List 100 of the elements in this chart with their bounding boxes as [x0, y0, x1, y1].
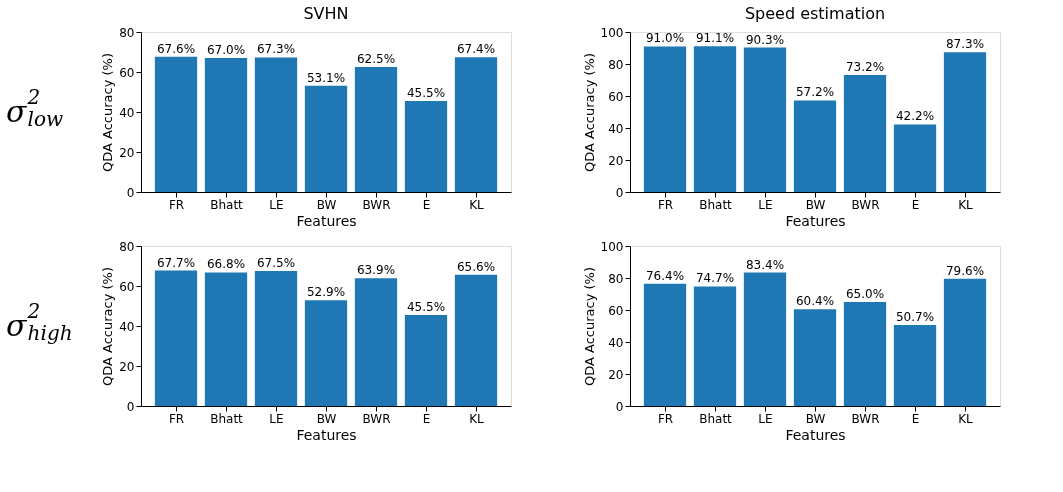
bar — [693, 286, 737, 406]
x-tick-label: FR — [168, 411, 185, 426]
x-tick-label: KL — [958, 411, 974, 426]
bar — [793, 100, 837, 192]
x-tick-label: LE — [269, 411, 284, 426]
data-label: 67.7% — [156, 255, 196, 270]
data-label: 45.5% — [406, 86, 446, 100]
x-tick-label: FR — [657, 411, 674, 426]
y-tick-label: 20 — [119, 145, 135, 160]
data-label: 67.4% — [456, 42, 496, 57]
x-tick-label: BWR — [362, 197, 391, 212]
data-label: 91.0% — [645, 31, 685, 46]
data-label: 66.8% — [206, 257, 246, 272]
bar — [454, 57, 498, 192]
x-axis-title: Features — [296, 212, 357, 229]
y-axis-title: QDA Accuracy (%) — [581, 52, 597, 173]
x-axis-title: Features — [296, 426, 357, 443]
x-tick-label: BWR — [851, 411, 880, 426]
data-label: 91.1% — [695, 31, 735, 46]
data-label: 67.6% — [156, 41, 196, 56]
bar — [154, 270, 198, 406]
bar — [643, 283, 687, 406]
data-label: 83.4% — [745, 257, 785, 272]
bar — [254, 57, 298, 192]
y-tick-label: 60 — [119, 65, 135, 80]
x-tick-label: LE — [758, 411, 773, 426]
x-tick-label: KL — [958, 197, 974, 212]
y-axis-title: QDA Accuracy (%) — [581, 266, 597, 387]
x-tick-label: BW — [316, 197, 337, 212]
data-label: 50.7% — [895, 309, 935, 324]
y-tick-label: 40 — [119, 105, 135, 120]
bar — [743, 272, 787, 406]
data-label: 45.5% — [406, 300, 446, 314]
data-label: 63.9% — [356, 263, 396, 278]
y-tick-label: 60 — [608, 303, 624, 318]
y-tick-label: 40 — [608, 335, 624, 350]
data-label: 67.3% — [256, 42, 296, 57]
y-tick-label: 80 — [119, 239, 135, 254]
x-tick-label: FR — [168, 197, 185, 212]
bar — [743, 47, 787, 192]
data-label: 42.2% — [895, 109, 935, 124]
x-tick-label: KL — [469, 411, 485, 426]
y-tick-label: 80 — [608, 271, 624, 286]
y-tick-label: 40 — [608, 121, 624, 136]
x-tick-label: KL — [469, 197, 485, 212]
bar — [693, 46, 737, 192]
bar — [254, 271, 298, 406]
y-tick-label: 20 — [119, 359, 135, 374]
bar — [893, 124, 937, 192]
x-tick-label: E — [422, 411, 431, 426]
bar — [793, 309, 837, 406]
y-tick-label: 20 — [608, 367, 624, 382]
y-tick-label: 0 — [126, 399, 135, 414]
x-tick-label: BWR — [362, 411, 391, 426]
bar — [404, 101, 448, 192]
data-label: 65.6% — [456, 259, 496, 274]
x-axis-title: Features — [785, 212, 846, 229]
x-tick-label: Bhatt — [210, 411, 244, 426]
x-tick-label: E — [911, 411, 920, 426]
bar — [643, 46, 687, 192]
data-label: 73.2% — [845, 59, 885, 74]
data-label: 65.0% — [845, 287, 885, 301]
bar — [304, 85, 348, 192]
x-tick-label: FR — [657, 197, 674, 212]
y-tick-label: 60 — [119, 279, 135, 294]
bar — [204, 58, 248, 192]
bar — [843, 302, 887, 406]
y-tick-label: 80 — [608, 57, 624, 72]
y-tick-label: 100 — [600, 239, 624, 254]
x-tick-label: Bhatt — [699, 197, 733, 212]
x-tick-label: Bhatt — [699, 411, 733, 426]
data-label: 62.5% — [356, 52, 396, 66]
bar — [354, 67, 398, 192]
bar — [843, 74, 887, 192]
data-label: 60.4% — [795, 294, 835, 309]
x-tick-label: BW — [805, 197, 826, 212]
bar — [943, 278, 987, 406]
data-label: 76.4% — [645, 268, 685, 283]
y-tick-label: 0 — [615, 185, 624, 200]
bar — [304, 300, 348, 406]
x-tick-label: E — [911, 197, 920, 212]
y-axis-title: QDA Accuracy (%) — [100, 266, 116, 387]
bar — [404, 315, 448, 406]
y-tick-label: 0 — [615, 399, 624, 414]
chart-title: Speed estimation — [744, 4, 886, 23]
data-label: 74.7% — [695, 271, 735, 286]
x-tick-label: LE — [758, 197, 773, 212]
y-tick-label: 100 — [600, 25, 624, 40]
x-tick-label: Bhatt — [210, 197, 244, 212]
data-label: 87.3% — [945, 37, 985, 52]
data-label: 53.1% — [306, 70, 346, 85]
data-label: 52.9% — [306, 285, 346, 300]
bar — [154, 56, 198, 192]
data-label: 67.0% — [206, 43, 246, 57]
bar — [204, 272, 248, 406]
y-axis-title: QDA Accuracy (%) — [100, 52, 116, 173]
y-tick-label: 60 — [608, 89, 624, 104]
bar — [454, 274, 498, 406]
data-label: 57.2% — [795, 85, 835, 100]
y-tick-label: 0 — [126, 185, 135, 200]
